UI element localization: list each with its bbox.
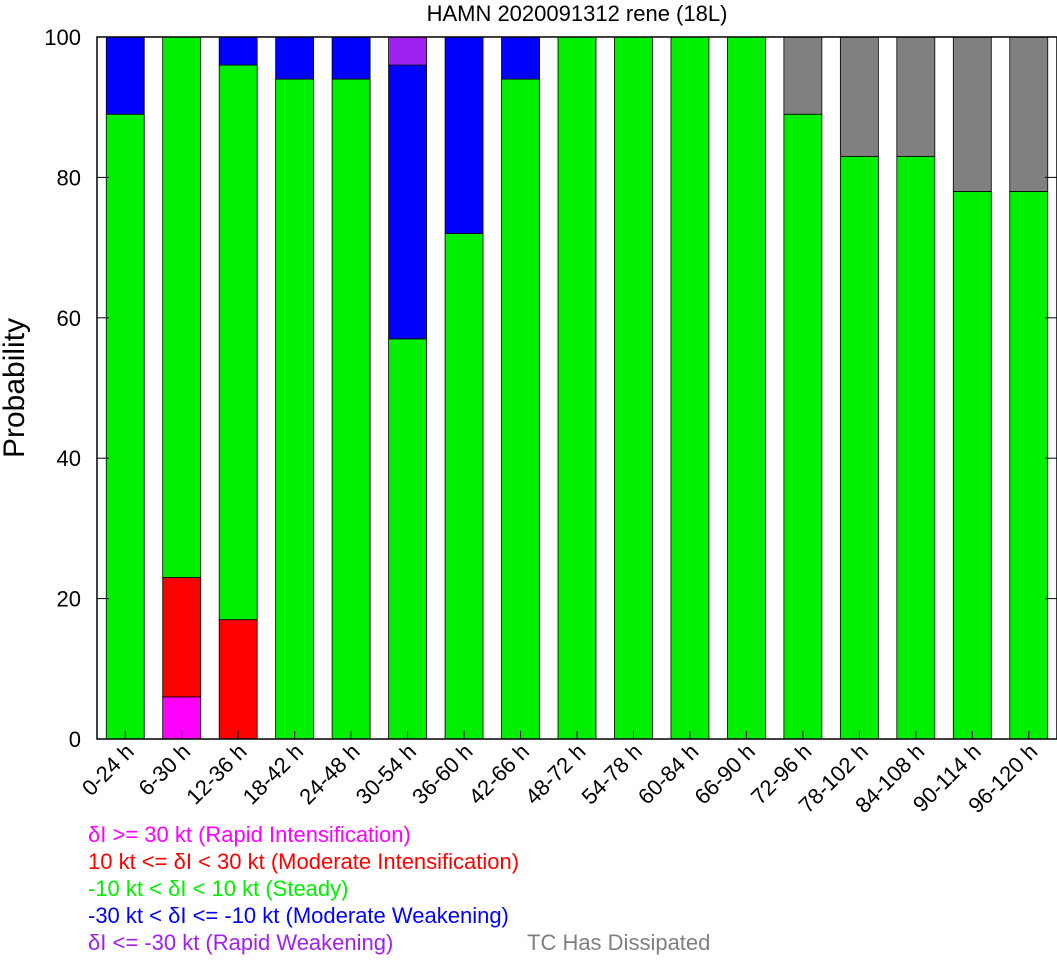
bar-24-48-h-series-2 (331, 78, 371, 740)
bar-30-54-h-series-3 (388, 64, 427, 340)
bar-54-78-h-series-2 (614, 36, 653, 740)
bar-12-36-h-series-2 (218, 64, 258, 621)
bar-90-114-h-series-2 (952, 191, 992, 740)
legend-moderate-weakening: -30 kt < δI <= -10 kt (Moderate Weakenin… (88, 903, 509, 928)
x-tick-label: 18-42 h (238, 739, 308, 809)
bar-0-24-h-series-3 (105, 36, 145, 115)
bar-18-42-h-series-2 (275, 78, 315, 740)
bar-42-66-h-series-3 (501, 36, 540, 80)
x-tick-label: 48-72 h (520, 739, 590, 809)
bar-78-102-h-series-2 (839, 155, 879, 740)
bar-48-72-h-series-2 (557, 36, 597, 740)
legend-moderate-intensification: 10 kt <= δI < 30 kt (Moderate Intensific… (88, 849, 520, 874)
x-tick-label: 42-66 h (464, 739, 534, 809)
bar-30-54-h-series-2 (388, 338, 427, 740)
x-tick-label: 54-78 h (577, 739, 647, 809)
bar-36-60-h-series-3 (444, 36, 484, 234)
y-tick-label: 40 (57, 446, 81, 471)
x-tick-label: 66-90 h (690, 739, 760, 809)
bar-96-120-h-series-2 (1009, 191, 1049, 740)
y-tick-label: 20 (57, 587, 81, 612)
bar-6-30-h-series-1 (162, 577, 202, 698)
bar-96-120-h-series-5 (1009, 36, 1049, 192)
x-tick-label: 0-24 h (77, 739, 139, 801)
chart-title: HAMN 2020091312 rene (18L) (427, 1, 728, 26)
x-tick-label: 12-36 h (181, 739, 251, 809)
bar-12-36-h-series-1 (218, 619, 258, 740)
bar-18-42-h-series-3 (275, 36, 315, 80)
bar-66-90-h-series-2 (727, 36, 766, 740)
legend-steady: -10 kt < δI < 10 kt (Steady) (88, 876, 349, 901)
bar-30-54-h-series-4 (388, 36, 427, 66)
bar-24-48-h-series-3 (331, 36, 371, 80)
bar-36-60-h-series-2 (444, 233, 484, 740)
bar-90-114-h-series-5 (952, 36, 992, 192)
y-tick-label: 80 (57, 165, 81, 190)
bar-0-24-h-series-2 (105, 113, 145, 740)
bar-84-108-h-series-5 (896, 36, 936, 157)
bar-60-84-h-series-2 (670, 36, 710, 740)
bar-12-36-h-series-3 (218, 36, 258, 66)
legend-tc-dissipated: TC Has Dissipated (527, 930, 711, 955)
bar-72-96-h-series-5 (783, 36, 823, 115)
x-tick-label: 36-60 h (407, 739, 477, 809)
bars-layer (105, 36, 1049, 740)
y-tick-label: 100 (44, 25, 81, 50)
legend-rapid-intensification: δI >= 30 kt (Rapid Intensification) (88, 822, 411, 847)
y-tick-label: 0 (69, 727, 81, 752)
y-tick-label: 60 (57, 306, 81, 331)
bar-6-30-h-series-2 (162, 36, 202, 578)
legend-rapid-weakening: δI <= -30 kt (Rapid Weakening) (88, 930, 394, 955)
y-axis-label: Probability (0, 318, 31, 458)
bar-84-108-h-series-2 (896, 155, 936, 740)
bar-42-66-h-series-2 (501, 78, 540, 740)
x-tick-label: 60-84 h (633, 739, 703, 809)
bar-78-102-h-series-5 (839, 36, 879, 157)
bar-72-96-h-series-2 (783, 113, 823, 740)
x-tick-label: 24-48 h (294, 739, 364, 809)
x-tick-label: 30-54 h (351, 739, 421, 809)
